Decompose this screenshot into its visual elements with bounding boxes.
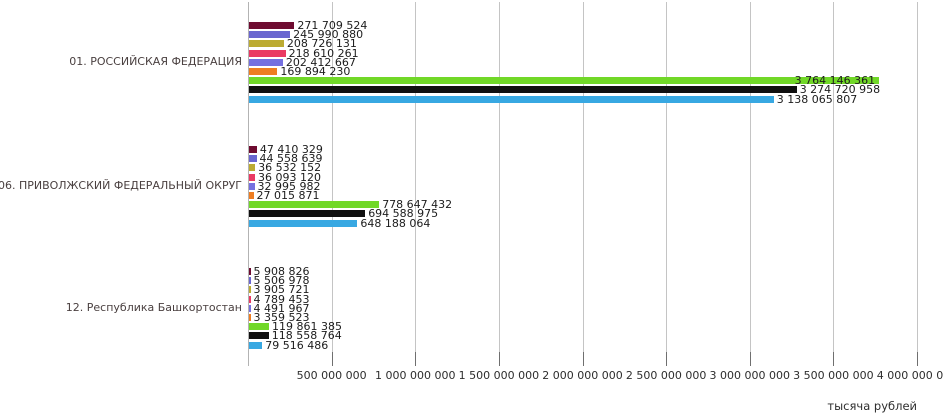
bar xyxy=(249,155,257,163)
bar-value-label: 3 359 523 xyxy=(253,311,310,324)
bar-value-label: 119 861 385 xyxy=(272,320,342,334)
axis-tick xyxy=(833,352,835,366)
bar xyxy=(249,304,251,312)
bar xyxy=(249,286,251,294)
bar-value-label: 4 491 967 xyxy=(253,301,310,315)
category-label: 01. РОССИЙСКАЯ ФЕДЕРАЦИЯ xyxy=(69,55,242,69)
axis-tick xyxy=(582,352,584,366)
bar xyxy=(249,77,879,85)
bar xyxy=(249,95,774,103)
bar-value-label: 3 138 065 807 xyxy=(776,92,858,106)
axis-tick-label: 4 000 000 000 xyxy=(876,369,944,382)
bar-value-label: 32 995 982 xyxy=(257,179,321,193)
axis-tick xyxy=(749,352,751,366)
bar-value-label: 778 647 432 xyxy=(382,198,453,212)
axis-tick-label: 3 500 000 000 xyxy=(793,369,874,382)
category-label: 06. ПРИВОЛЖСКИЙ ФЕДЕРАЛЬНЫЙ ОКРУГ xyxy=(0,179,242,193)
bar-value-label: 4 789 453 xyxy=(253,292,310,306)
axis-tick-label: 1 500 000 000 xyxy=(458,369,540,382)
gridline xyxy=(833,2,835,352)
bar xyxy=(249,192,254,199)
bar-value-label: 118 558 764 xyxy=(271,329,342,343)
bar-value-label: 36 532 152 xyxy=(258,161,322,175)
bar xyxy=(249,31,291,39)
bar-value-label: 271 709 524 xyxy=(297,19,368,32)
bar xyxy=(249,146,257,153)
axis-tick-label: 3 000 000 000 xyxy=(709,369,791,382)
bar-value-label: 36 093 120 xyxy=(258,170,321,184)
bar-value-label: 694 588 975 xyxy=(368,207,439,221)
axis-tick-label: 500 000 000 xyxy=(296,369,367,382)
gridline xyxy=(749,2,751,352)
bar-value-label: 47 410 329 xyxy=(259,143,323,156)
gridline xyxy=(331,2,333,352)
bar-value-label: 245 990 880 xyxy=(293,28,364,42)
bar-value-label: 202 412 667 xyxy=(285,55,356,69)
bar xyxy=(249,58,283,66)
bar-value-label: 27 015 871 xyxy=(256,189,320,202)
bar-value-label: 3 764 146 361 xyxy=(794,74,876,88)
bar-value-label: 218 610 261 xyxy=(288,46,359,60)
bar-value-label: 44 558 639 xyxy=(259,152,323,166)
bar xyxy=(249,341,263,349)
gridline xyxy=(498,2,500,352)
gridline xyxy=(666,2,668,352)
gridline xyxy=(582,2,584,352)
bar-value-label: 5 506 978 xyxy=(253,274,310,288)
bar xyxy=(249,173,255,181)
bar-value-label: 208 726 131 xyxy=(286,37,357,51)
gridline xyxy=(415,2,417,352)
axis-tick xyxy=(498,352,500,366)
axis-tick-label: 2 000 000 000 xyxy=(542,369,623,382)
bar xyxy=(249,164,256,172)
y-axis-line xyxy=(248,2,249,366)
bar xyxy=(249,323,269,331)
bar-value-label: 169 894 230 xyxy=(280,65,351,78)
bar xyxy=(249,332,269,340)
gridline xyxy=(917,2,918,352)
bar xyxy=(249,277,251,285)
axis-tick xyxy=(917,352,918,366)
bar xyxy=(249,268,251,275)
bar xyxy=(249,68,278,75)
bar xyxy=(249,210,366,218)
bar xyxy=(249,219,358,227)
bar xyxy=(249,295,251,303)
bar xyxy=(249,40,284,48)
bar-value-label: 3 274 720 958 xyxy=(799,83,881,97)
axis-tick-label: 1 000 000 000 xyxy=(375,369,456,382)
bar-value-label: 3 905 721 xyxy=(253,283,310,297)
axis-tick xyxy=(331,352,333,366)
bar-value-label: 648 188 064 xyxy=(360,216,431,230)
bar-value-label: 5 908 826 xyxy=(253,265,310,278)
x-axis-title: тысяча рублей xyxy=(827,399,917,413)
bar xyxy=(249,22,295,29)
bar xyxy=(249,314,251,321)
bar xyxy=(249,201,380,209)
bar xyxy=(249,86,797,94)
bar-value-label: 79 516 486 xyxy=(265,338,329,352)
axis-tick xyxy=(415,352,417,366)
bar xyxy=(249,49,286,57)
axis-tick xyxy=(666,352,668,366)
axis-tick-label: 2 500 000 000 xyxy=(625,369,707,382)
bar xyxy=(249,182,255,190)
category-label: 12. Республика Башкортостан xyxy=(65,301,242,315)
